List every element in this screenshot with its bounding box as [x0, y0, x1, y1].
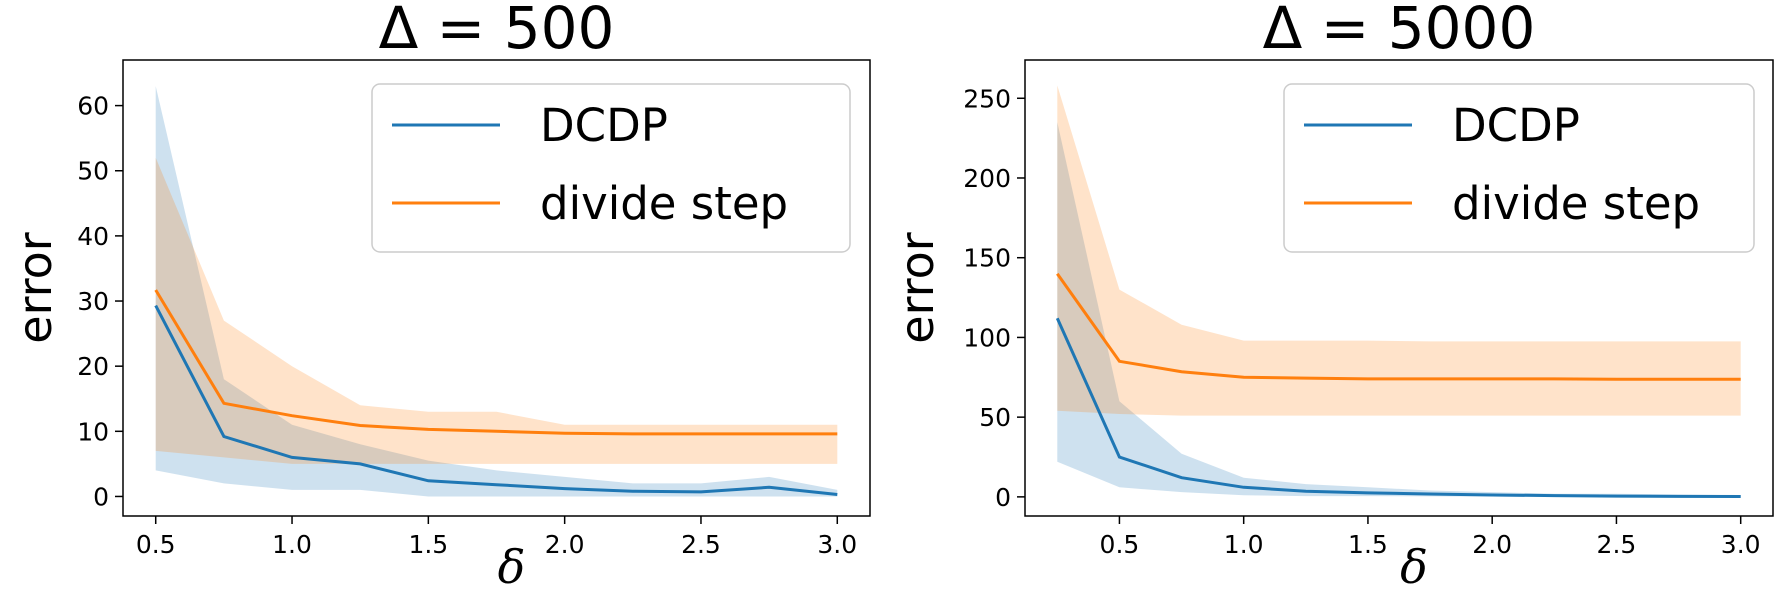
chart-2-ytick-label-3: 100 — [963, 323, 1011, 352]
chart-1-line-2 — [154, 289, 838, 436]
chart-1-legend-label-1: DCDP — [540, 99, 668, 152]
chart-1-ytick-label-2: 10 — [77, 417, 109, 446]
chart-2-xtick-label-1: 0.5 — [1100, 530, 1140, 559]
chart-1-xlabel: δ — [498, 540, 526, 592]
chart-2-ytick-label-4: 150 — [963, 244, 1011, 273]
chart-1-ylabel: error — [8, 232, 62, 343]
chart-1-ytick-label-7: 60 — [77, 92, 109, 121]
chart-2-xtick-label-4: 2.0 — [1472, 530, 1512, 559]
chart-2-xtick-label-6: 3.0 — [1721, 530, 1761, 559]
chart-1-xtick-label-6: 3.0 — [817, 530, 857, 559]
chart-2-ytick-label-5: 200 — [963, 164, 1011, 193]
chart-2-band-2 — [1057, 85, 1741, 416]
chart-2-ylabel: error — [890, 232, 944, 343]
chart-2-line-1 — [1055, 317, 1741, 498]
chart-1-line-1 — [154, 304, 838, 496]
chart-2-title: Δ = 5000 — [1263, 0, 1536, 62]
chart-1-ytick-label-4: 30 — [77, 287, 109, 316]
chart-2-legend: DCDP divide step — [1283, 83, 1755, 253]
chart-1-xtick-label-5: 2.5 — [681, 530, 721, 559]
chart-1-title: Δ = 500 — [379, 0, 615, 62]
chart-2-xtick-label-3: 1.5 — [1348, 530, 1388, 559]
chart-2-ytick-label-1: 0 — [995, 483, 1011, 512]
chart-1-xtick-label-2: 1.0 — [272, 530, 312, 559]
chart-2-frame — [1024, 59, 1774, 517]
chart-1-ytick-label-1: 0 — [93, 482, 109, 511]
chart-1: 0.5 1.0 1.5 2.0 2.5 3.0 0 10 20 30 40 50 60 Δ = 500 er… — [8, 0, 871, 592]
chart-2-legend-label-1: DCDP — [1452, 99, 1580, 152]
chart-2: 0.5 1.0 1.5 2.0 2.5 3.0 0 50 100 150 200 250 Δ = 500… — [890, 0, 1774, 592]
chart-1-ytick-label-5: 40 — [77, 222, 109, 251]
chart-2-xlabel: δ — [1400, 540, 1428, 592]
chart-1-band-1 — [155, 86, 838, 497]
chart-2-xtick-label-2: 1.0 — [1224, 530, 1264, 559]
chart-1-legend-label-2: divide step — [540, 177, 788, 230]
chart-2-line-2 — [1056, 272, 1741, 381]
chart-1-xtick-label-1: 0.5 — [136, 530, 176, 559]
chart-2-xtick-label-5: 2.5 — [1597, 530, 1637, 559]
chart-2-ytick-label-2: 50 — [979, 403, 1011, 432]
chart-1-frame — [122, 59, 871, 517]
chart-1-ytick-label-3: 20 — [77, 352, 109, 381]
chart-1-ytick-label-6: 50 — [77, 157, 109, 186]
chart-1-xtick-label-4: 2.0 — [545, 530, 585, 559]
chart-1-xtick-label-3: 1.5 — [408, 530, 448, 559]
chart-2-ytick-label-6: 250 — [963, 84, 1011, 113]
chart-1-band-2 — [155, 157, 838, 464]
chart-2-legend-label-2: divide step — [1452, 177, 1700, 230]
chart-1-legend: DCDP divide step — [371, 83, 851, 253]
